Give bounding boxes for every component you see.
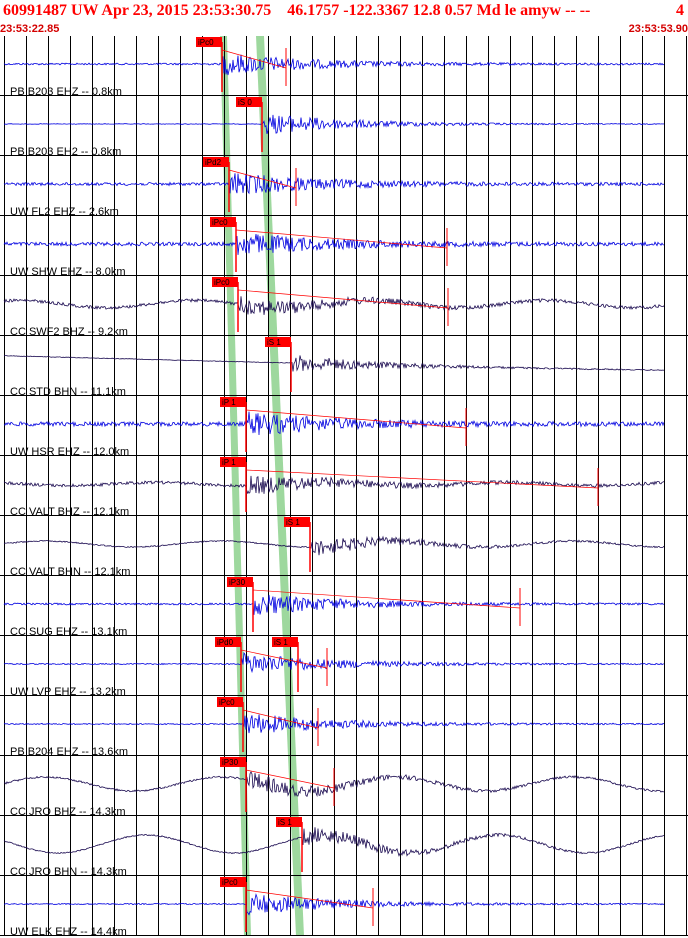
coda-fit [240, 649, 328, 669]
pick-flag [196, 37, 222, 47]
channel-labels: PB B203 EHZ -- 0.8km PB B203 EH2 -- 0.8km… [10, 86, 130, 938]
pick-label: iP30 [229, 578, 246, 587]
trace-line [3, 233, 665, 255]
coda-fit [245, 469, 599, 489]
channel-label: UW FL2 EHZ -- 2.6km [10, 206, 119, 218]
channel-label: CC JRO BHN -- 14.3km [10, 866, 127, 878]
channel-label: UW SHW EHZ -- 8.0km [10, 266, 126, 278]
pick-label: iS 1 [286, 518, 300, 527]
channel-label: PB B203 EHZ -- 0.8km [10, 86, 122, 98]
pick-flag [220, 397, 246, 407]
pick-flag [220, 757, 246, 767]
channel-label: CC SWF2 BHZ -- 9.2km [10, 326, 128, 338]
trace-line [3, 594, 665, 615]
trace-line [3, 355, 665, 372]
pick-flag [284, 517, 310, 527]
pick-label: iS 1 [278, 818, 292, 827]
pick-flag [276, 817, 302, 827]
coda-fit [245, 889, 374, 909]
pick-label: iPd2 [205, 158, 222, 167]
pick-flag [210, 217, 236, 227]
coda-fit [228, 169, 297, 189]
trace-line [3, 893, 665, 916]
event-title: 60991487 UW Apr 23, 2015 23:53:30.75 46.… [3, 2, 591, 19]
seismogram-panel: iPc0 iS 0 iPd2 iPc0 iPc0 iS 1 iP 1 iP 1 iS 1 iP30… [0, 36, 688, 938]
pick-flag [217, 697, 243, 707]
pick-label: iPc0 [222, 878, 238, 887]
start-time-label: 23:53:22.85 [0, 23, 60, 35]
event-header: 60991487 UW Apr 23, 2015 23:53:30.75 46.… [0, 0, 688, 22]
trace-line [3, 475, 665, 495]
pick-flag [272, 637, 298, 647]
pick-flag [220, 877, 246, 887]
event-count: 4 [676, 2, 684, 19]
pick-label: iS 0 [238, 98, 252, 107]
trace-line [3, 411, 665, 436]
pick-label: iS 1 [274, 638, 288, 647]
pick-flag [236, 97, 262, 107]
trace-line [3, 114, 665, 135]
pick-label: iP30 [222, 758, 239, 767]
pick-label: iP 1 [222, 398, 236, 407]
pick-label: iS 1 [267, 338, 281, 347]
channel-label: CC JRO BHZ -- 14.3km [10, 806, 126, 818]
trace-line [3, 535, 665, 556]
channel-label: UW LVP EHZ -- 13.2km [10, 686, 126, 698]
coda-fit [245, 409, 467, 429]
trace-line [3, 295, 665, 315]
pick-label: iPc0 [214, 278, 230, 287]
pick-flag [203, 157, 229, 167]
coda-fit [235, 229, 448, 249]
trace-line [3, 173, 665, 195]
pick-flag [220, 457, 246, 467]
trace-line [3, 651, 665, 674]
coda-fit [237, 289, 449, 309]
pick-label: iP 1 [222, 458, 236, 467]
channel-label: PB B203 EH2 -- 0.8km [10, 146, 121, 158]
coda-fit [242, 709, 319, 729]
traces: iPc0 iS 0 iPd2 iPc0 iPc0 iS 1 iP 1 iP 1 iS 1 iP30… [3, 37, 665, 932]
channel-label: CC SUG EHZ -- 13.1km [10, 626, 127, 638]
pick-flag [215, 637, 241, 647]
pick-label: iPc0 [219, 698, 235, 707]
pick-flag [265, 337, 291, 347]
pick-flag [212, 277, 238, 287]
coda-fit [252, 589, 521, 609]
pick-label: iPc0 [198, 38, 214, 47]
channel-label: PB B204 EHZ -- 13.6km [10, 746, 128, 758]
trace-line [3, 714, 665, 734]
channel-label: CC STD BHN -- 11.1km [10, 386, 126, 398]
pick-label: iPd0 [217, 638, 234, 647]
trace-line [3, 54, 665, 76]
channel-label: CC VALT BHZ -- 12.1km [10, 506, 129, 518]
coda-fit [221, 49, 287, 69]
channel-label: UW HSR EHZ -- 12.0km [10, 446, 129, 458]
end-time-label: 23:53:53.90 [628, 23, 688, 35]
trace-line [3, 827, 665, 857]
coda-fit [245, 769, 335, 789]
channel-label: UW ELK EHZ -- 14.4km [10, 926, 127, 938]
pick-flag [227, 577, 253, 587]
channel-label: CC VALT BHN -- 12.1km [10, 566, 130, 578]
pick-label: iPc0 [212, 218, 228, 227]
